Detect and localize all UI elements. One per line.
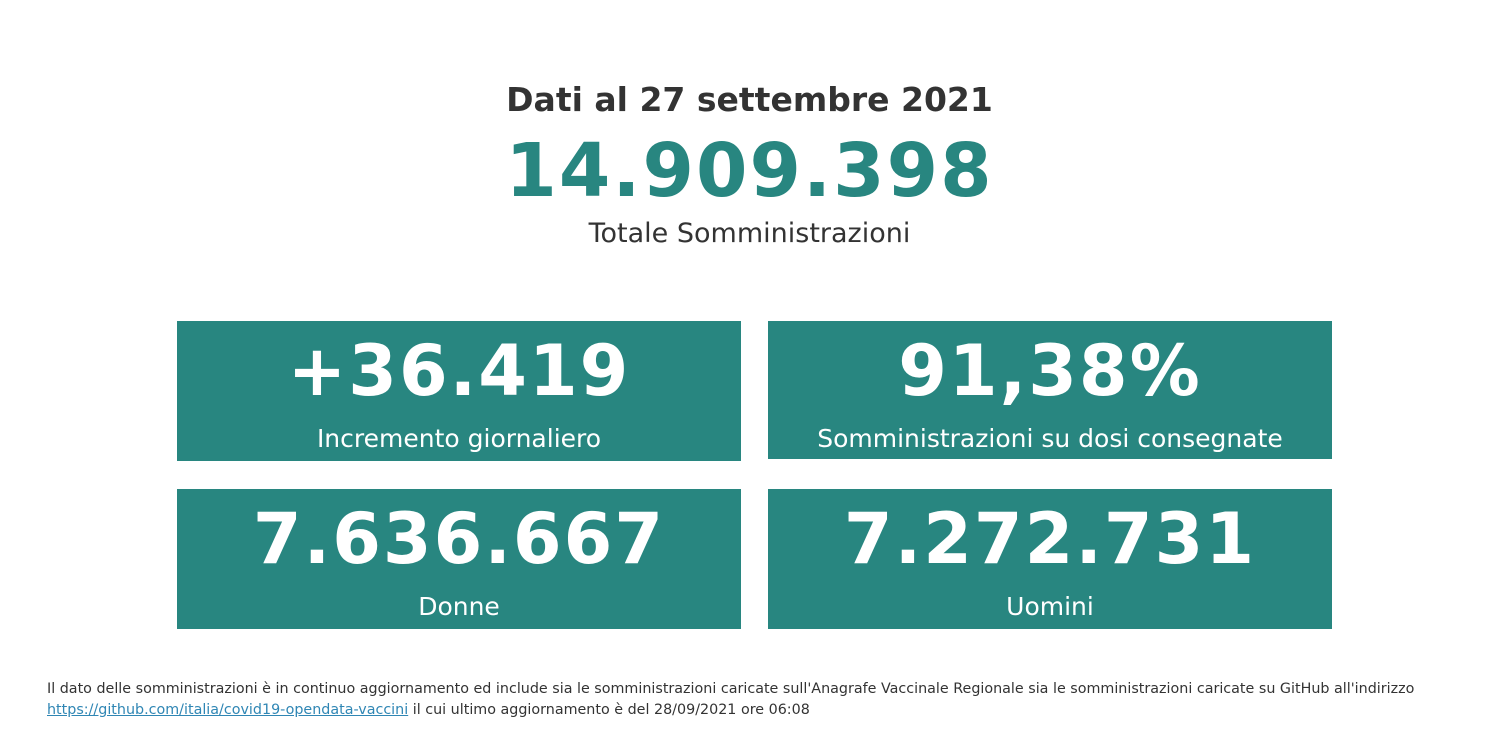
- total-administrations-label: Totale Somministrazioni: [588, 218, 911, 249]
- footnote-text: Il dato delle somministrazioni è in cont…: [47, 681, 1415, 697]
- daily-increase-value: +36.419: [287, 330, 631, 412]
- data-source-note: Il dato delle somministrazioni è in cont…: [47, 679, 1477, 721]
- men-card: 7.272.731 Uomini: [768, 489, 1332, 629]
- last-update-text: il cui ultimo aggiornamento è del 28/09/…: [408, 702, 810, 718]
- administered-ratio-label: Somministrazioni su dosi consegnate: [817, 424, 1283, 453]
- women-label: Donne: [418, 592, 500, 621]
- daily-increase-label: Incremento giornaliero: [316, 424, 602, 453]
- total-administrations-value: 14.909.398: [505, 128, 994, 214]
- women-card: 7.636.667 Donne: [177, 489, 741, 629]
- men-label: Uomini: [1006, 592, 1094, 621]
- men-value: 7.272.731: [843, 498, 1257, 580]
- date-heading: Dati al 27 settembre 2021: [506, 80, 993, 119]
- administered-ratio-card: 91,38% Somministrazioni su dosi consegna…: [768, 321, 1332, 459]
- daily-increase-card: +36.419 Incremento giornaliero: [177, 321, 741, 461]
- administered-ratio-value: 91,38%: [898, 330, 1202, 412]
- github-repository-link[interactable]: https://github.com/italia/covid19-openda…: [47, 702, 409, 718]
- women-value: 7.636.667: [252, 498, 666, 580]
